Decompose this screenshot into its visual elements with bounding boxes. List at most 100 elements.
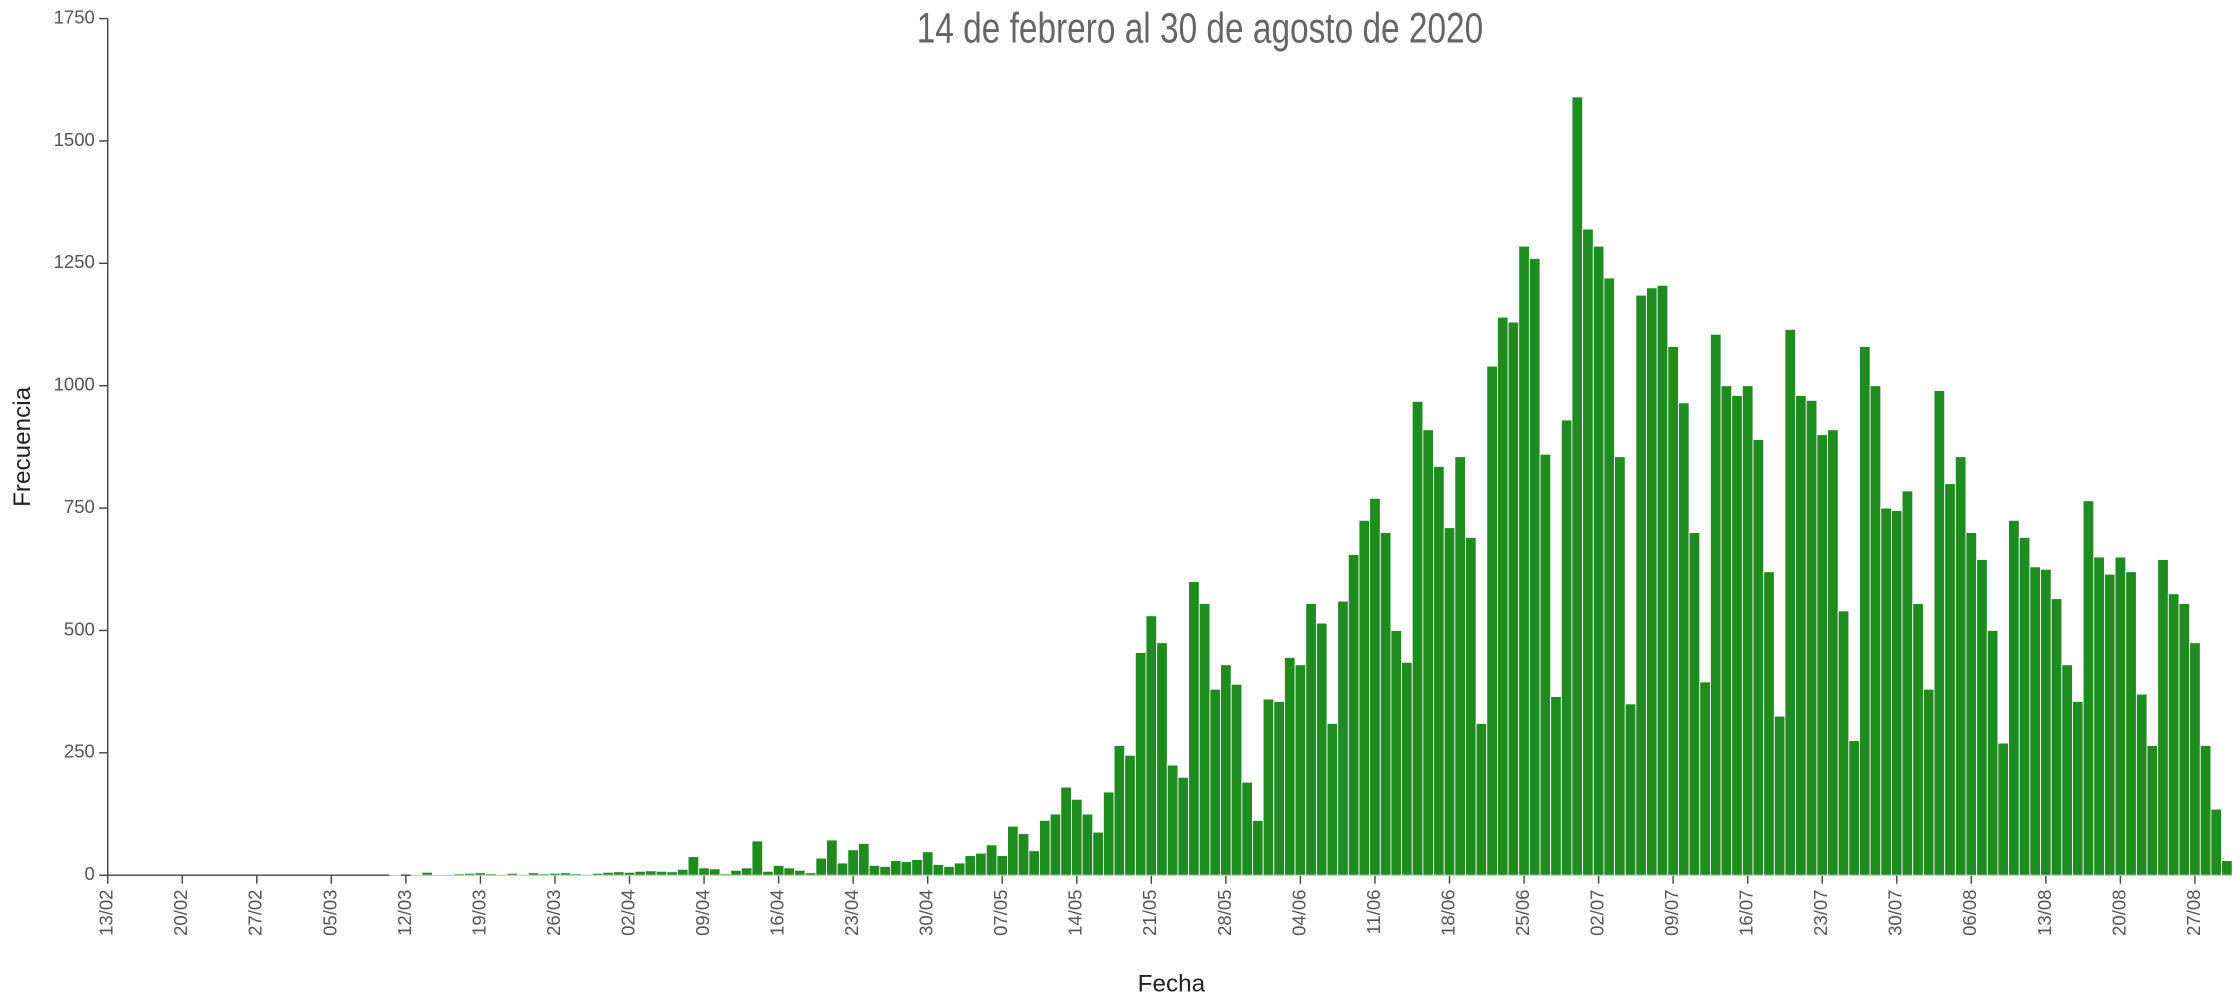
bar	[1891, 510, 1903, 876]
bar	[1454, 456, 1466, 876]
bar	[1337, 600, 1349, 876]
bar	[1720, 385, 1733, 876]
bar	[1997, 742, 2010, 876]
bar	[1166, 764, 1179, 876]
x-tick-label: 09/07	[1661, 889, 1682, 935]
bar	[1933, 390, 1946, 876]
bar	[2135, 693, 2148, 876]
bar	[708, 868, 721, 876]
bar	[1539, 453, 1552, 876]
bar	[1763, 571, 1775, 876]
bar	[2104, 573, 2116, 876]
bar	[794, 869, 806, 876]
bar	[1944, 483, 1956, 876]
bar	[2210, 808, 2222, 876]
x-tick-label: 25/06	[1512, 889, 1533, 935]
bar	[1102, 791, 1115, 876]
bar	[2061, 664, 2073, 876]
y-tick-label: 1250	[54, 251, 95, 272]
bar	[1859, 346, 1871, 876]
x-tick-label: 27/08	[2183, 889, 2204, 935]
bar	[1017, 833, 1030, 876]
bar	[1880, 507, 1892, 876]
y-tick-label: 1000	[54, 374, 95, 395]
x-tick-label: 16/07	[1736, 889, 1757, 935]
bar	[1848, 740, 1860, 876]
bar	[1315, 622, 1328, 876]
bar	[1028, 850, 1040, 876]
x-tick-label: 09/04	[692, 889, 713, 935]
bar	[836, 862, 849, 876]
bar	[1262, 698, 1275, 876]
x-tick-label: 20/08	[2108, 889, 2129, 935]
bar	[1230, 683, 1243, 876]
bar	[1060, 786, 1072, 876]
bar	[495, 873, 508, 876]
bar	[964, 855, 977, 876]
bar	[1518, 245, 1530, 876]
x-tick-label: 19/03	[468, 889, 489, 935]
x-tick-label: 12/03	[394, 889, 415, 935]
bar	[1550, 696, 1562, 876]
bar	[953, 862, 966, 876]
bar	[581, 873, 593, 876]
bar	[2040, 568, 2052, 876]
bar	[1049, 813, 1062, 876]
bar	[783, 867, 796, 876]
x-tick-label: 16/04	[767, 889, 788, 935]
bar	[1209, 688, 1221, 876]
chart-subtitle: 14 de febrero al 30 de agosto de 2020	[917, 5, 1483, 53]
y-tick-label: 750	[64, 496, 95, 517]
bar	[2178, 603, 2191, 876]
bar	[730, 869, 742, 876]
x-tick-label: 14/05	[1065, 889, 1086, 935]
bar	[1433, 466, 1445, 876]
bar	[804, 872, 817, 876]
y-tick-label: 1750	[54, 6, 95, 27]
bar	[985, 844, 998, 876]
bar	[1220, 664, 1232, 876]
bar	[858, 842, 870, 876]
y-tick-label: 1500	[54, 129, 95, 150]
bar	[591, 872, 604, 876]
bar	[879, 865, 891, 876]
bar	[1646, 287, 1658, 876]
bar	[2199, 745, 2212, 876]
bar	[1134, 652, 1147, 876]
bar	[1827, 429, 1839, 876]
bar	[1678, 402, 1690, 876]
bar	[2008, 519, 2020, 876]
bar	[1113, 745, 1126, 876]
bar	[1752, 439, 1765, 876]
bar	[1635, 294, 1647, 876]
x-tick-label: 06/08	[1959, 889, 1980, 935]
bar	[1347, 554, 1360, 876]
bar	[1124, 754, 1136, 876]
bar	[1252, 819, 1264, 876]
bar	[1177, 776, 1190, 876]
bar	[1092, 831, 1104, 876]
bar	[1688, 532, 1701, 876]
bar	[1869, 385, 1882, 876]
bar	[1571, 96, 1584, 876]
bar	[1465, 537, 1477, 876]
x-tick-label: 23/07	[1810, 889, 1831, 935]
bar	[2125, 571, 2137, 876]
bar	[559, 872, 572, 876]
x-tick-label: 30/07	[1885, 889, 1906, 935]
bar	[1528, 257, 1541, 876]
bar	[2189, 642, 2201, 876]
bar	[613, 871, 625, 876]
bar	[762, 870, 774, 876]
x-tick-label: 11/06	[1363, 889, 1384, 934]
bar	[1422, 429, 1434, 876]
y-tick-label: 0	[85, 863, 95, 884]
bar	[2167, 593, 2180, 876]
bar	[1443, 527, 1456, 876]
bar	[719, 873, 732, 876]
x-tick-label: 28/05	[1214, 889, 1235, 935]
x-tick-label: 20/02	[170, 889, 191, 935]
bar	[1731, 395, 1743, 876]
bar	[1390, 630, 1403, 876]
